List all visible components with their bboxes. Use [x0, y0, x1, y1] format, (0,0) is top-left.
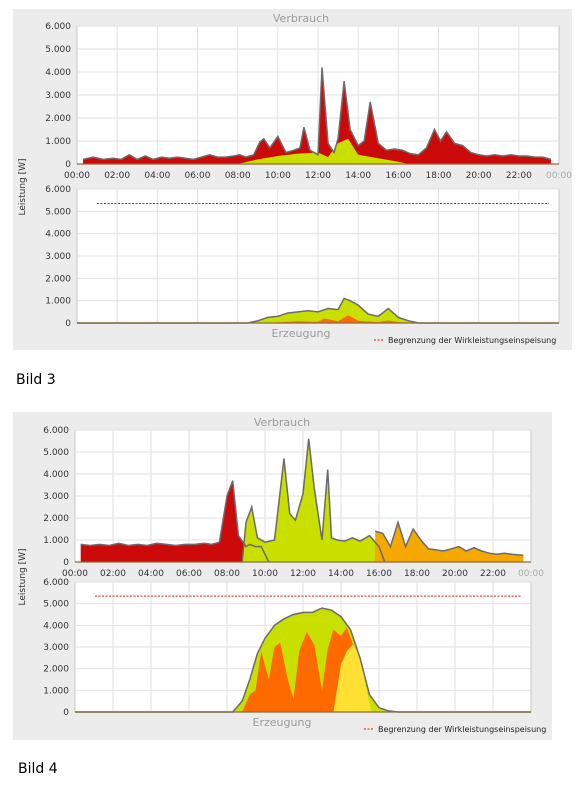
x-tick-label: 18:00 — [404, 569, 430, 579]
series-outline — [374, 519, 524, 557]
figure-caption-1: Bild 3 — [16, 372, 56, 388]
y-tick-label: 1.000 — [43, 686, 69, 696]
x-tick-label: 02:00 — [104, 171, 130, 181]
y-tick-label: 2.000 — [45, 274, 71, 284]
y-tick-label: 4.000 — [43, 621, 69, 631]
y-tick-label: 3.000 — [43, 643, 69, 653]
x-tick-label: 06:00 — [185, 171, 211, 181]
x-tick-label: 00:00 — [518, 569, 544, 579]
series-area-yellowgreen — [242, 438, 385, 562]
x-tick-label: 18:00 — [426, 171, 452, 181]
figure-2-svg: Verbrauch 0 1.000 2.000 3.000 4.000 5.000 6.00… — [18, 416, 546, 734]
x-tick-label: 12:00 — [290, 569, 316, 579]
series-outline — [82, 67, 552, 161]
y-tick-label: 6.000 — [45, 185, 71, 195]
series-area-yellowgreen — [237, 138, 409, 164]
x-tick-label: 16:00 — [366, 569, 392, 579]
series-outline — [75, 607, 531, 713]
y-tick-label: 1.000 — [45, 137, 71, 147]
y-axis-label: Leistung [W] — [18, 158, 28, 215]
y-tick-label: 5.000 — [43, 600, 69, 610]
y-tick-label: 4.000 — [43, 470, 69, 480]
x-tick-label: 20:00 — [466, 171, 492, 181]
x-tick-label: 22:00 — [506, 171, 532, 181]
y-tick-label: 3.000 — [45, 252, 71, 262]
series-area-red — [80, 480, 269, 562]
figure-1-svg: Verbrauch 0 1.000 2.000 3.000 4.000 5.000 6.00… — [18, 12, 572, 345]
top-chart-title: Verbrauch — [273, 12, 329, 25]
bottom-chart-title: Erzeugung — [253, 716, 312, 729]
bottom-chart-title: Erzeugung — [272, 327, 331, 340]
y-tick-label: 5.000 — [45, 45, 71, 55]
x-tick-label: 04:00 — [144, 171, 170, 181]
figure-panel-2: Verbrauch 0 1.000 2.000 3.000 4.000 5.000 6.00… — [13, 412, 552, 740]
figure-panel-1: Verbrauch 0 1.000 2.000 3.000 4.000 5.000 6.00… — [13, 9, 572, 350]
y-tick-label: 5.000 — [43, 448, 69, 458]
consumption-chart: 0 1.000 2.000 3.000 4.000 5.000 6.000 00:00 02:0… — [45, 22, 572, 181]
y-tick-label: 0 — [65, 319, 71, 329]
y-tick-label: 0 — [65, 160, 71, 170]
series-area-yellowgreen — [77, 298, 559, 323]
x-tick-label: 12:00 — [305, 171, 331, 181]
consumption-chart: 0 1.000 2.000 3.000 4.000 5.000 6.000 00:00 02:0… — [43, 426, 544, 579]
y-axis-label: Leistung [W] — [18, 548, 28, 605]
x-tick-label: 10:00 — [265, 171, 291, 181]
top-chart-title: Verbrauch — [254, 416, 310, 429]
series-outline — [77, 297, 559, 324]
x-tick-label: 04:00 — [138, 569, 164, 579]
y-tick-label: 2.000 — [45, 114, 71, 124]
y-tick-label: 2.000 — [43, 514, 69, 524]
x-tick-label: 22:00 — [480, 569, 506, 579]
figure-caption-2: Bild 4 — [18, 761, 58, 777]
y-tick-label: 6.000 — [43, 578, 69, 588]
x-tick-label: 08:00 — [225, 171, 251, 181]
generation-chart: 0 1.000 2.000 3.000 4.000 5.000 6.000 — [43, 578, 532, 718]
y-tick-label: 0 — [63, 708, 69, 718]
y-tick-label: 4.000 — [45, 68, 71, 78]
y-tick-label: 5.000 — [45, 207, 71, 217]
limit-legend-label: Begrenzung der Wirkleistungseinspeisung — [378, 725, 546, 734]
y-tick-label: 2.000 — [43, 665, 69, 675]
x-tick-label: 14:00 — [345, 171, 371, 181]
y-tick-label: 6.000 — [45, 22, 71, 32]
y-tick-label: 3.000 — [43, 492, 69, 502]
series-area-orange — [75, 627, 531, 712]
series-outline — [80, 480, 270, 563]
y-tick-label: 0 — [63, 558, 69, 568]
x-tick-label: 00:00 — [546, 171, 572, 181]
limit-legend-label: Begrenzung der Wirkleistungseinspeisung — [388, 336, 556, 345]
generation-chart: 0 1.000 2.000 3.000 4.000 5.000 6.000 — [45, 185, 560, 329]
x-tick-label: 16:00 — [385, 171, 411, 181]
series-outline — [241, 438, 386, 563]
y-tick-label: 4.000 — [45, 230, 71, 240]
y-tick-label: 6.000 — [43, 426, 69, 436]
x-tick-label: 02:00 — [100, 569, 126, 579]
x-tick-label: 10:00 — [252, 569, 278, 579]
x-tick-label: 14:00 — [328, 569, 354, 579]
y-tick-label: 1.000 — [45, 297, 71, 307]
x-tick-label: 00:00 — [64, 171, 90, 181]
x-tick-label: 06:00 — [176, 569, 202, 579]
x-tick-label: 00:00 — [62, 569, 88, 579]
x-tick-label: 20:00 — [442, 569, 468, 579]
y-tick-label: 3.000 — [45, 91, 71, 101]
x-tick-label: 08:00 — [214, 569, 240, 579]
y-tick-label: 1.000 — [43, 536, 69, 546]
series-area-red — [83, 67, 551, 164]
